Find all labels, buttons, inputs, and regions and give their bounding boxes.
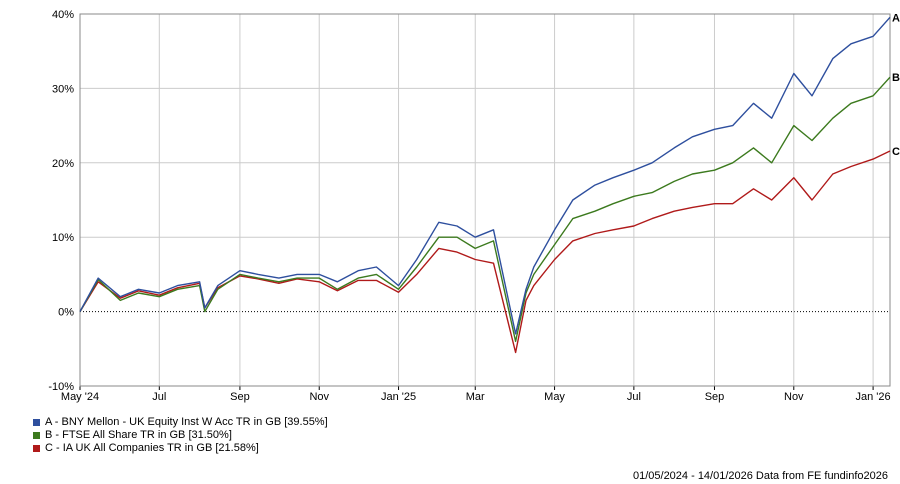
legend-label-b: B - FTSE All Share TR in GB [31.50%]: [45, 429, 232, 441]
legend-swatch-b: [33, 432, 40, 439]
series-line-c: [79, 150, 891, 354]
y-tick-label: 20%: [52, 158, 74, 170]
x-tick-label: Mar: [466, 391, 485, 403]
end-label-a: A: [892, 12, 900, 24]
y-tick-label: 10%: [52, 232, 74, 244]
y-tick-label: 40%: [52, 9, 74, 21]
chart-axes: [79, 13, 891, 390]
y-tick-label: -10%: [48, 381, 74, 393]
legend-swatch-c: [33, 445, 40, 452]
x-tick-label: Jul: [152, 391, 166, 403]
x-tick-label: Sep: [705, 391, 725, 403]
chart-legend: A - BNY Mellon - UK Equity Inst W Acc TR…: [33, 416, 328, 455]
chart-grid: [79, 13, 890, 387]
y-tick-label: 0%: [58, 307, 74, 319]
x-tick-label: May: [544, 391, 565, 403]
data-source-footer: 01/05/2024 - 14/01/2026 Data from FE fun…: [632, 470, 888, 482]
chart-labels: -10% 0% 10% 20% 30% 40% May '24 Jul Sep Nov Jan '2…: [48, 9, 900, 403]
x-tick-label: Jan '25: [381, 391, 416, 403]
legend-item-b: B - FTSE All Share TR in GB [31.50%]: [33, 429, 328, 442]
plot-frame: [79, 13, 891, 387]
x-tick-label: Jan '26: [856, 391, 891, 403]
x-tick-label: May '24: [61, 391, 99, 403]
legend-item-c: C - IA UK All Companies TR in GB [21.58%…: [33, 442, 328, 455]
x-tick-label: Nov: [784, 391, 804, 403]
legend-swatch-a: [33, 419, 40, 426]
end-label-c: C: [892, 146, 900, 158]
x-tick-label: Nov: [309, 391, 329, 403]
y-tick-label: 30%: [52, 83, 74, 95]
legend-item-a: A - BNY Mellon - UK Equity Inst W Acc TR…: [33, 416, 328, 429]
series-line-b: [79, 76, 891, 343]
x-tick-label: Sep: [230, 391, 250, 403]
chart-series: [79, 16, 891, 354]
legend-label-c: C - IA UK All Companies TR in GB [21.58%…: [45, 442, 259, 454]
x-tick-label: Jul: [627, 391, 641, 403]
end-label-b: B: [892, 72, 900, 84]
legend-label-a: A - BNY Mellon - UK Equity Inst W Acc TR…: [45, 416, 328, 428]
series-line-a: [79, 16, 891, 335]
